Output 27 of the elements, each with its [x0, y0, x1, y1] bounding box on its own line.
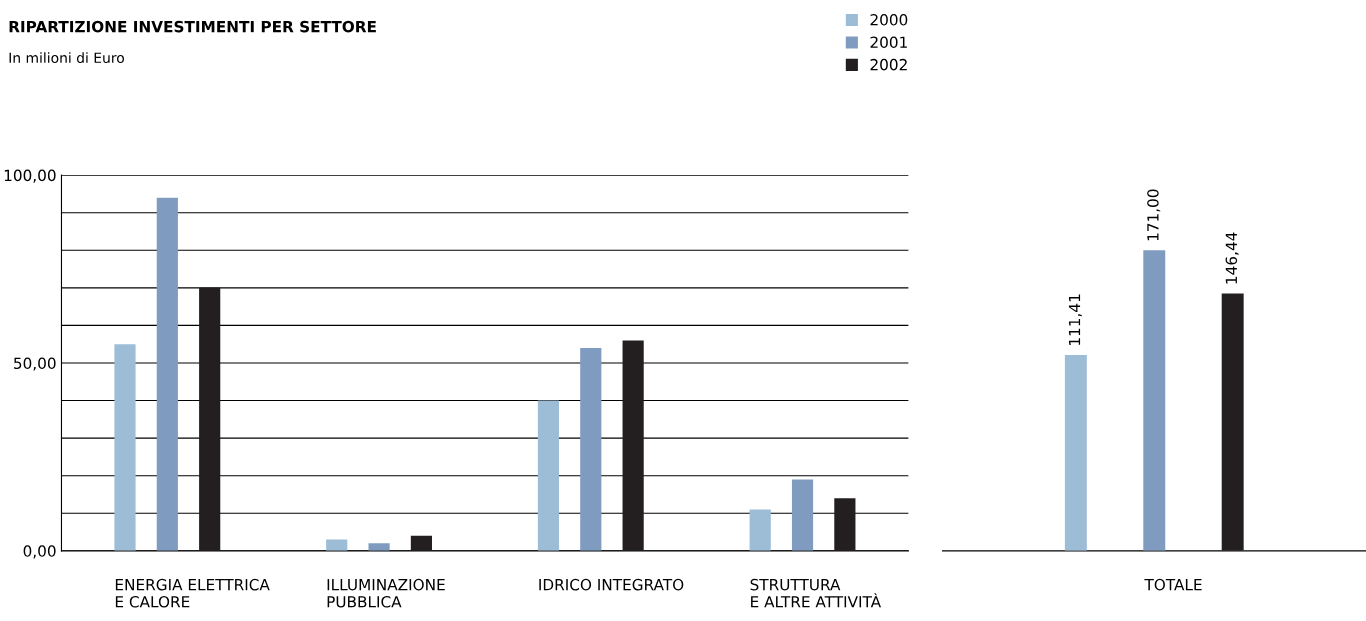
- legend-label: 2000: [870, 14, 908, 26]
- bar: [156, 197, 178, 551]
- bar: [580, 347, 602, 551]
- bar: [537, 400, 560, 551]
- chart-subtitle: In milioni di Euro: [9, 52, 124, 64]
- x-tick-label: IDRICO INTEGRATO: [539, 578, 684, 591]
- data-label: 146,44: [1225, 232, 1239, 284]
- y-tick-label: 50,00: [14, 357, 56, 371]
- bar: [622, 340, 644, 551]
- legend-label: 2002: [870, 58, 907, 71]
- x-tick-label: STRUTTURA E ALTRE ATTIVITÀ: [750, 578, 882, 608]
- bar: [410, 535, 432, 551]
- data-label: 111,41: [1068, 294, 1082, 345]
- data-label: 171,00: [1147, 189, 1161, 241]
- y-tick-label: 0,00: [23, 545, 56, 559]
- x-tick-label: TOTALE: [1144, 578, 1202, 591]
- x-tick-label: ILLUMINAZIONE PUBBLICA: [327, 578, 445, 608]
- bar: [368, 543, 390, 551]
- bar: [749, 509, 771, 551]
- legend-label: 2001: [870, 36, 907, 48]
- y-tick-label: 100,00: [4, 169, 56, 183]
- chart-title: RIPARTIZIONE INVESTIMENTI PER SETTORE: [9, 20, 376, 33]
- bar: [791, 479, 814, 551]
- x-tick-label: ENERGIA ELETTRICA E CALORE: [115, 578, 270, 608]
- bar: [114, 344, 136, 551]
- bar: [199, 287, 221, 551]
- bar: [834, 498, 856, 551]
